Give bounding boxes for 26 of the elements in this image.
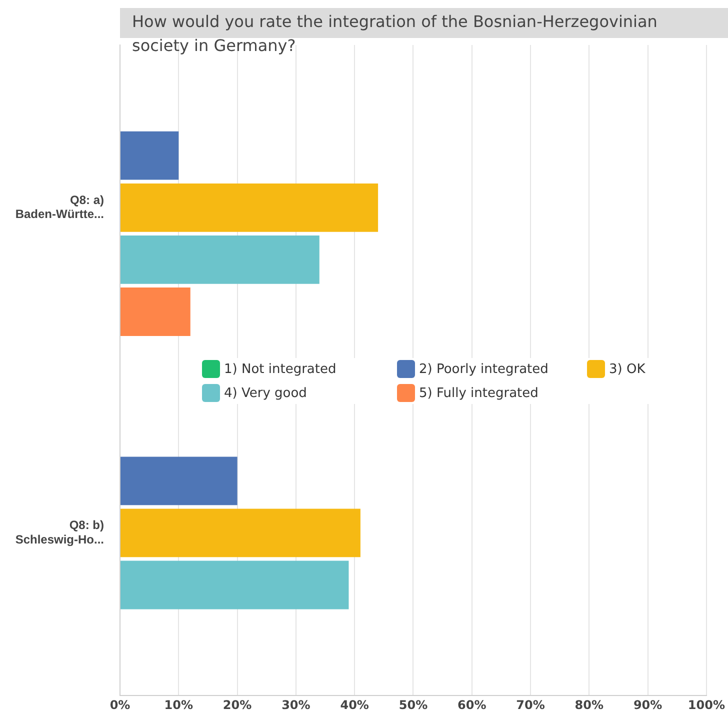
x-tick-label: 20% (222, 698, 252, 712)
bar (120, 131, 179, 180)
x-tick-label: 70% (516, 698, 545, 712)
chart-title: How would you rate the integration of the Bosnian-Herzegovinian society in Germany? (132, 11, 658, 57)
x-tick-label: 40% (340, 698, 369, 712)
x-tick-label: 10% (164, 698, 194, 712)
x-tick-label: 0% (110, 698, 130, 712)
x-tick-label: 80% (574, 698, 604, 712)
legend-label: 3) OK (609, 362, 646, 376)
bar (120, 288, 190, 336)
legend-label: 5) Fully integrated (419, 386, 538, 400)
bar (120, 456, 238, 506)
legend-label: 4) Very good (224, 386, 307, 400)
y-tick-label: Q8: a) Baden-Württe... (15, 192, 104, 222)
x-tick-label: 100% (688, 698, 726, 712)
bar (120, 235, 320, 284)
legend-label: 1) Not integrated (224, 362, 336, 376)
bar (120, 508, 360, 558)
x-tick-label: 30% (282, 698, 310, 712)
legend-label: 2) Poorly integrated (419, 362, 548, 376)
bar (120, 183, 378, 232)
x-tick-label: 90% (633, 698, 662, 712)
bar (120, 560, 349, 610)
y-tick-label: Q8: b) Schleswig-Ho... (15, 518, 104, 546)
x-tick-label: 50% (398, 698, 428, 712)
x-tick-label: 60% (458, 698, 486, 712)
